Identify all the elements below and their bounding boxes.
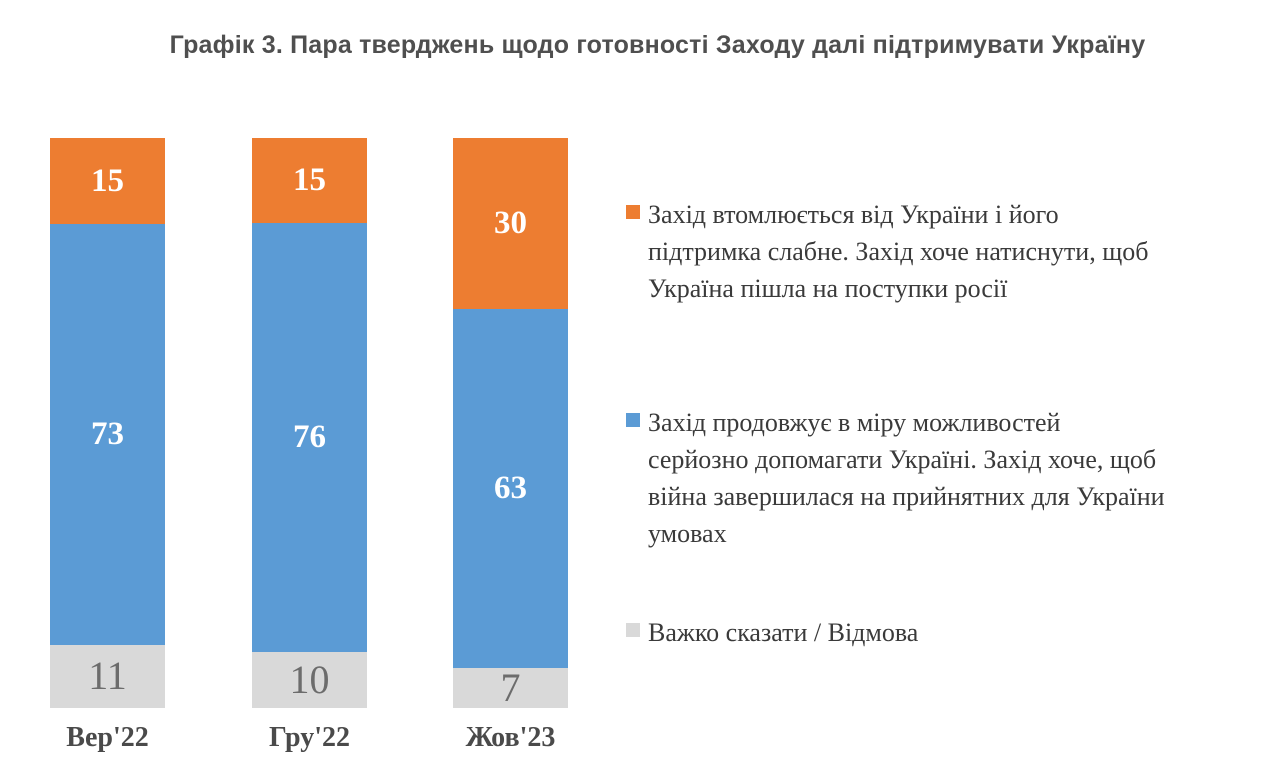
chart-title: Графік 3. Пара тверджень щодо готовності… — [169, 31, 1146, 59]
x-axis-labels: Вер'22 Гру'22 Жов'23 — [0, 722, 620, 762]
bar-segment-west-support: 76 — [252, 222, 367, 652]
legend-item-west-support: Захід продовжує в міру можливостей серйо… — [626, 404, 1165, 552]
segment-value-label: 15 — [293, 161, 326, 198]
segment-value-label: 11 — [88, 653, 127, 699]
legend-item-label: Захід втомлюється від України і його під… — [648, 200, 1149, 303]
segment-value-label: 10 — [289, 656, 330, 702]
plot-area: 15 73 11 15 76 10 30 63 7 — [0, 138, 620, 708]
legend-square-icon — [626, 623, 640, 637]
bar-segment-dont-know: 7 — [453, 668, 568, 708]
segment-value-label: 7 — [500, 665, 521, 711]
legend-square-icon — [626, 413, 640, 427]
x-axis-label: Вер'22 — [66, 722, 149, 753]
segment-value-label: 76 — [293, 418, 326, 455]
x-axis-label: Гру'22 — [268, 722, 351, 753]
stacked-bar-Жов'23: 30 63 7 — [453, 138, 568, 708]
legend-item-dont-know: Важко сказати / Відмова — [626, 614, 918, 651]
stacked-bar-Вер'22: 15 73 11 — [50, 138, 165, 708]
bar-segment-west-fatigue: 30 — [453, 138, 568, 309]
segment-value-label: 63 — [494, 470, 527, 507]
bar-segment-west-support: 73 — [50, 224, 165, 645]
legend-item-west-fatigue: Захід втомлюється від України і його під… — [626, 196, 1148, 307]
bar-segment-west-support: 63 — [453, 309, 568, 669]
stacked-bar-Гру'22: 15 76 10 — [252, 138, 367, 708]
x-axis-label: Жов'23 — [465, 722, 556, 753]
segment-value-label: 30 — [494, 205, 527, 241]
segment-value-label: 73 — [91, 416, 124, 453]
bar-segment-west-fatigue: 15 — [252, 138, 367, 223]
legend-item-label: Важко сказати / Відмова — [648, 618, 919, 647]
bar-segment-dont-know: 11 — [50, 644, 165, 708]
segment-value-label: 15 — [91, 162, 124, 199]
legend: Захід втомлюється від України і його під… — [626, 0, 1256, 784]
legend-item-label: Захід продовжує в міру можливостей серйо… — [648, 408, 1165, 548]
bar-segment-dont-know: 10 — [252, 651, 367, 708]
bar-segment-west-fatigue: 15 — [50, 138, 165, 225]
legend-square-icon — [626, 205, 640, 219]
